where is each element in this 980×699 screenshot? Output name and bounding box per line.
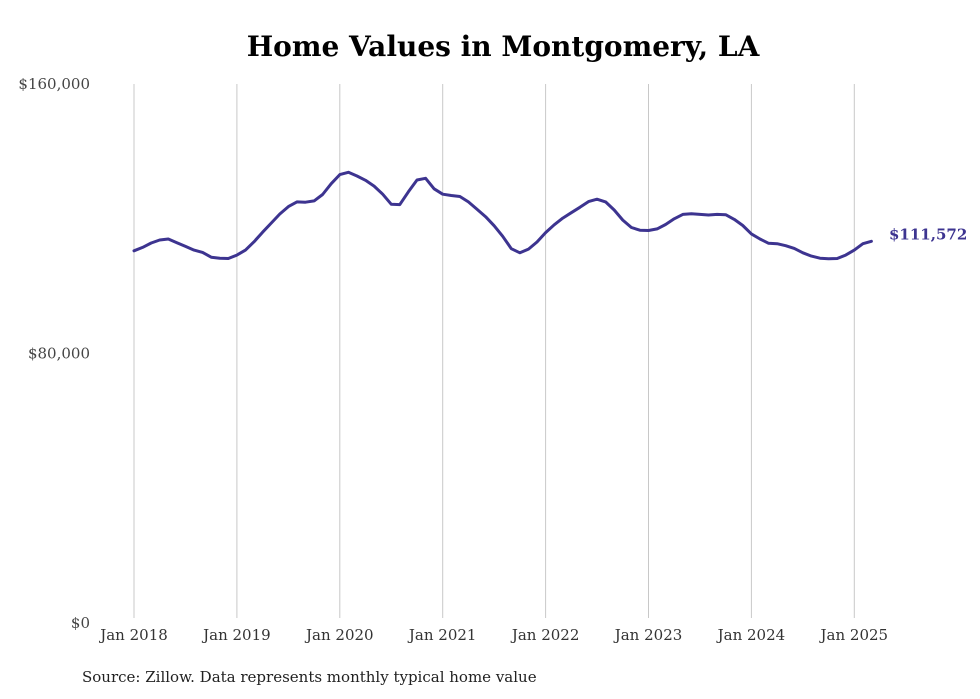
source-note: Source: Zillow. Data represents monthly …	[82, 668, 537, 686]
end-label-layer: $111,572	[889, 225, 967, 243]
x-tick-label: Jan 2021	[407, 626, 477, 644]
x-tick-label: Jan 2020	[304, 626, 374, 644]
series-layer	[132, 170, 873, 261]
x-tick-label: Jan 2022	[510, 626, 580, 644]
gridlines	[133, 84, 855, 618]
y-tick-label: $80,000	[28, 345, 90, 363]
x-tick-label: Jan 2025	[819, 626, 889, 644]
x-tick-label: Jan 2023	[613, 626, 683, 644]
y-tick-label: $160,000	[18, 75, 90, 93]
x-tick-label: Jan 2024	[716, 626, 786, 644]
series-line	[132, 170, 873, 261]
y-tick-label: $0	[71, 614, 90, 632]
x-axis-labels: Jan 2018 Jan 2019 Jan 2020 Jan 2021 Jan 2022…	[98, 626, 888, 644]
x-tick-label: Jan 2018	[98, 626, 168, 644]
x-tick-label: Jan 2019	[201, 626, 271, 644]
last-value-label: $111,572	[889, 225, 967, 243]
chart-title: Home Values in Montgomery, LA	[246, 30, 760, 63]
y-axis-labels: $0 $80,000 $160,000	[18, 75, 90, 632]
